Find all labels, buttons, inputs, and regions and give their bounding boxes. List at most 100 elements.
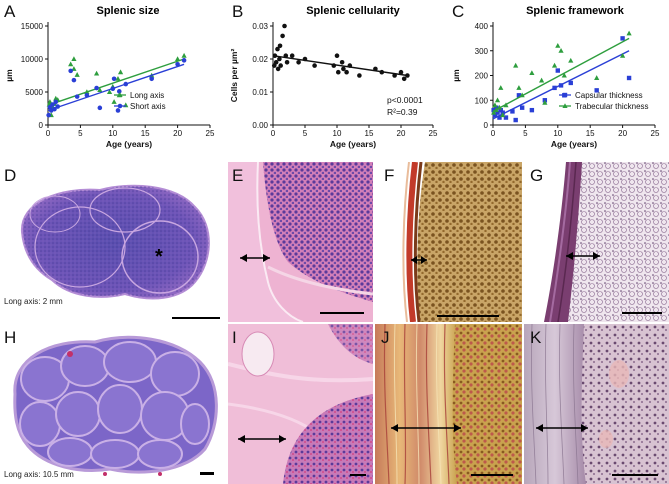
chart-cellularity-x-tick-label: 15 — [365, 129, 374, 138]
stain-j-image — [375, 324, 522, 484]
chart-cellularity-point — [280, 33, 285, 39]
chart-cellularity-point — [398, 69, 404, 75]
chart-size-point — [94, 70, 100, 76]
panel-letter-j: J — [381, 328, 390, 347]
chart-framework-point — [594, 75, 600, 80]
chart-framework-point — [626, 30, 632, 36]
chart-framework-point — [503, 115, 509, 120]
chart-framework-point — [620, 36, 625, 41]
chart-framework-legend-label: Trabecular thickness — [575, 102, 649, 111]
panel-letter-i: I — [232, 328, 237, 347]
chart-size-point — [110, 86, 116, 91]
chart-size-point — [74, 72, 80, 77]
chart-framework-point — [568, 80, 573, 86]
chart-framework-point — [555, 68, 560, 73]
chart-framework-y-label: µm — [451, 69, 461, 82]
chart-framework-legend-swatch — [562, 103, 568, 108]
chart-size-legend-label: Short axis — [130, 102, 166, 111]
chart-framework-title: Splenic framework — [526, 5, 625, 17]
micrograph-f — [375, 162, 522, 322]
chart-size-x-tick-label: 10 — [108, 129, 117, 138]
micrograph-d: * Long axis: 2 mm — [0, 162, 226, 322]
chart-size-point — [149, 76, 154, 82]
chart-cellularity-point — [273, 60, 279, 65]
chart-size-x-tick-label: 20 — [173, 129, 182, 138]
panel-letter-k: K — [530, 328, 542, 347]
chart-framework-point — [503, 102, 509, 108]
chart-framework-point — [542, 99, 548, 105]
panel-letter-d: D — [4, 166, 17, 185]
chart-cellularity-point — [289, 53, 295, 58]
panel-letter-f: F — [384, 166, 395, 185]
chart-size-point — [50, 102, 55, 107]
panel-letter-c: C — [452, 2, 465, 21]
asterisk-marker: * — [155, 246, 163, 268]
chart-framework-point — [495, 110, 500, 115]
chart-size-point — [97, 87, 103, 93]
chart-size-point — [181, 58, 187, 63]
chart-size-y-label: µm — [4, 69, 14, 82]
chart-framework-point — [496, 104, 503, 110]
chart-cellularity-point — [284, 60, 290, 65]
chart-cellularity-point — [392, 73, 397, 78]
chart-framework-y-tick-label: 300 — [475, 47, 489, 56]
chart-cellularity-y-label: Cells per µm² — [229, 49, 239, 103]
double-arrow-j — [391, 424, 461, 432]
chart-framework-point — [497, 115, 502, 120]
he-stain-e-image — [228, 162, 373, 322]
panel-letter-e: E — [232, 166, 244, 185]
double-arrow-g — [566, 252, 600, 260]
chart-splenic-cellularity-svg: Splenic cellularity 0 5 10 15 20 25 0.00 0.01 0.0… — [229, 5, 438, 149]
chart-size-point — [71, 77, 77, 83]
chart-size-point — [84, 93, 90, 98]
he-stain-i-image — [228, 324, 373, 484]
caption-long-axis-d: Long axis: 2 mm — [4, 297, 63, 306]
chart-cellularity-point — [277, 43, 283, 49]
chart-cellularity-x-tick-label: 5 — [303, 129, 308, 138]
chart-size-point — [111, 76, 117, 82]
chart-size-point — [84, 89, 90, 94]
chart-cellularity-point — [401, 76, 407, 82]
scale-bar-f — [437, 315, 499, 317]
chart-framework-legend-swatch — [562, 92, 568, 98]
chart-size-point — [116, 89, 122, 94]
chart-cellularity-point — [278, 63, 283, 68]
chart-framework-point — [529, 107, 535, 113]
chart-cellularity-annotation: R²=0.39 — [387, 107, 418, 117]
chart-framework-point — [513, 62, 519, 68]
chart-cellularity-point — [312, 63, 317, 68]
micrograph-g — [524, 162, 669, 322]
chart-framework-point — [568, 57, 574, 63]
chart-cellularity-point — [357, 73, 362, 78]
chart-framework-point — [561, 72, 567, 78]
chart-size-fit-line — [47, 63, 185, 112]
chart-framework-point — [513, 117, 518, 123]
chart-framework-point — [491, 109, 497, 115]
chart-cellularity-y-tick-label: 0.01 — [252, 88, 268, 97]
chart-cellularity-point — [344, 69, 349, 75]
chart-splenic-cellularity: Splenic cellularity 0 5 10 15 20 25 0.00 0.01 0.0… — [225, 0, 447, 160]
chart-cellularity-point — [296, 60, 301, 65]
chart-size-point — [181, 52, 187, 58]
chart-cellularity-point — [373, 66, 378, 72]
chart-size-x-tick-label: 5 — [78, 129, 83, 138]
chart-cellularity-x-tick-label: 25 — [429, 129, 438, 138]
micrograph-e — [228, 162, 373, 322]
chart-size-point — [115, 108, 121, 113]
chart-size-point — [175, 56, 181, 61]
chart-framework-point — [516, 85, 522, 90]
chart-framework-point — [519, 92, 525, 98]
chart-framework-point — [492, 112, 498, 118]
chart-cellularity-point — [347, 63, 353, 68]
scale-bar-j — [471, 474, 513, 476]
chart-framework-point — [498, 107, 503, 113]
double-arrow-k — [536, 424, 588, 432]
chart-size-point — [111, 99, 117, 104]
chart-cellularity-y-tick-label: 0.03 — [252, 22, 268, 31]
double-arrow-e — [240, 254, 270, 262]
chart-framework-x-tick-label: 0 — [491, 129, 496, 138]
chart-framework-point — [500, 112, 506, 118]
chart-framework-point — [558, 47, 564, 53]
chart-splenic-framework: Splenic framework 0 5 10 15 20 25 0 100 200 300 400… — [447, 0, 669, 160]
scale-bar-e — [320, 312, 364, 314]
